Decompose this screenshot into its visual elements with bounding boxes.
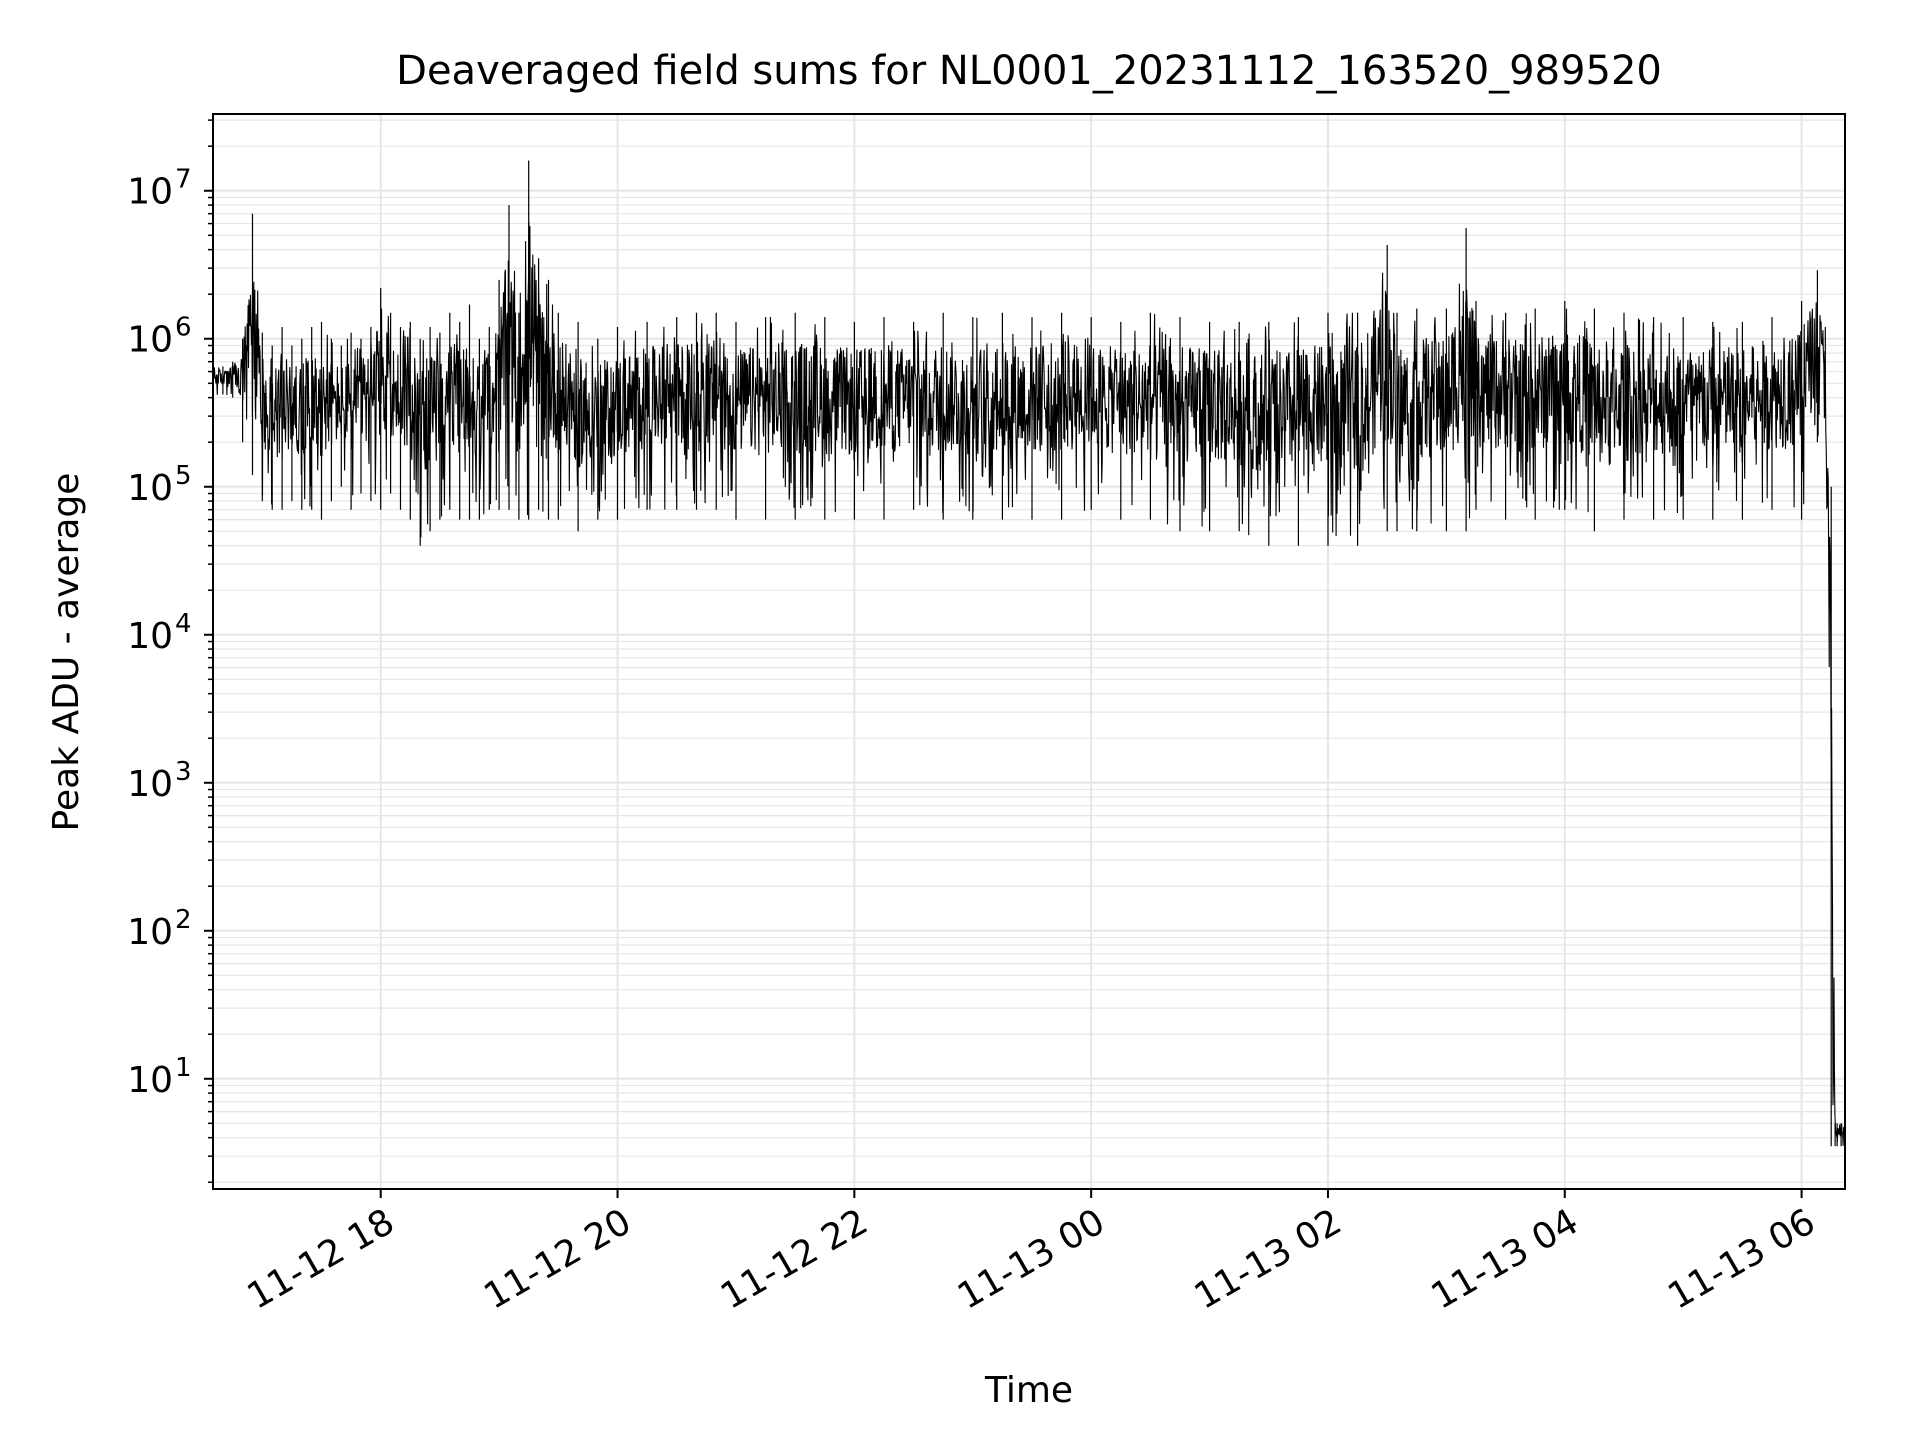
x-axis-label: Time [984, 1370, 1073, 1411]
y-tick-label: 10 [127, 468, 173, 509]
y-tick-exponent: 3 [175, 757, 192, 787]
y-tick-exponent: 1 [175, 1053, 192, 1083]
y-tick-exponent: 6 [175, 313, 192, 343]
y-tick-label: 10 [127, 172, 173, 213]
plot-frame [212, 113, 1846, 1190]
y-tick-exponent: 5 [175, 461, 192, 491]
chart-title: Deaveraged field sums for NL0001_2023111… [396, 48, 1662, 94]
major-grid [213, 114, 1845, 1189]
y-axis-label: Peak ADU - average [46, 473, 87, 832]
y-tick-exponent: 7 [175, 165, 192, 195]
y-tick-label: 10 [127, 764, 173, 805]
series-extremes [213, 160, 1845, 1147]
y-tick-label: 10 [127, 616, 173, 657]
series-line [213, 221, 1845, 1146]
y-tick-label: 10 [127, 912, 173, 953]
series-layer [213, 160, 1845, 1147]
minor-grid [213, 119, 1845, 1183]
y-tick-label: 10 [127, 320, 173, 361]
y-tick-label: 10 [127, 1060, 173, 1101]
y-tick-exponent: 2 [175, 905, 192, 935]
y-tick-exponent: 4 [175, 609, 192, 639]
